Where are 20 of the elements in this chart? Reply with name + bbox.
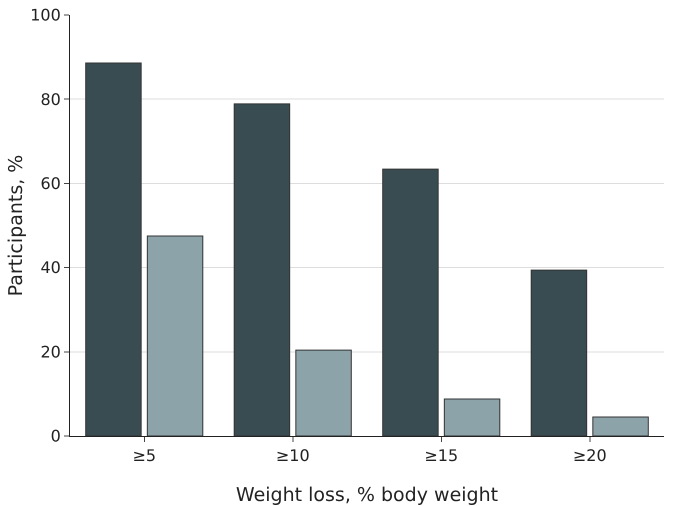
bar [444,398,500,436]
x-axis-title: Weight loss, % body weight [236,484,498,506]
bar [382,168,439,436]
x-tick-label: ≥10 [276,446,310,466]
y-tick-label: 20 [40,342,61,362]
x-tick-label: ≥20 [572,446,607,466]
y-tick-label: 60 [40,174,61,193]
x-tick-label: ≥15 [424,446,458,466]
y-tick-label: 100 [30,6,61,25]
bar [85,62,142,436]
bar [146,236,204,436]
bar [295,350,352,436]
bar [234,103,290,436]
y-axis-title: Participants, % [5,154,27,296]
bar [592,416,649,436]
y-tick-label: 0 [50,426,61,446]
y-tick-label: 40 [40,258,61,278]
y-tick-label: 80 [40,90,61,109]
x-tick-label: ≥5 [132,446,156,466]
bar [530,270,588,436]
